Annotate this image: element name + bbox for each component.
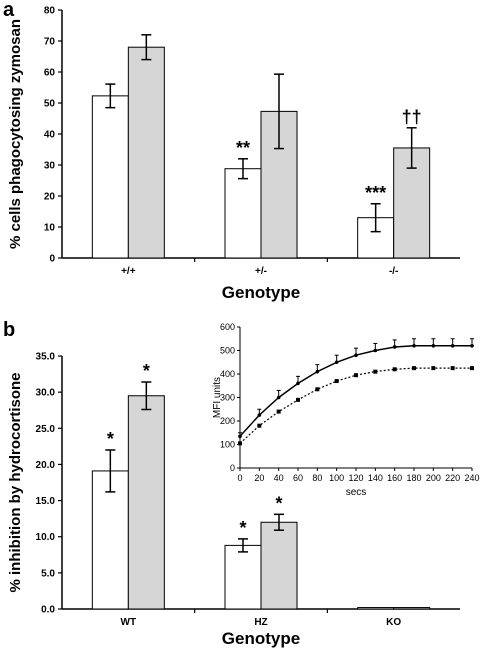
- inset-point: [296, 397, 300, 402]
- inset-x-tick-label: 60: [293, 473, 303, 483]
- chart-a: 0 10 20 30 40 50 60 70 80 +/+ ** +/- *** †† -/- Genotyp…: [7, 6, 460, 302]
- inset-point: [412, 344, 416, 348]
- b-significance-label: *: [275, 493, 282, 513]
- b-y-tick-label: 25.0: [36, 424, 56, 435]
- a-category-label: +/-: [255, 266, 267, 277]
- inset-y-tick-label: 500: [220, 346, 235, 356]
- b-significance-label: *: [143, 361, 150, 381]
- a-y-tick-label: 10: [44, 223, 56, 234]
- b-y-tick-label: 30.0: [36, 388, 56, 399]
- inset-point: [354, 353, 358, 358]
- a-category-label: +/+: [121, 266, 136, 277]
- a-bar: [224, 168, 262, 259]
- b-y-tick-label: 5.0: [41, 568, 55, 579]
- inset-series-line: [239, 345, 472, 437]
- a-significance-label: ††: [402, 107, 422, 127]
- b-category-label: WT: [121, 617, 137, 628]
- panel-letter-a: a: [3, 0, 15, 21]
- a-bar: [127, 46, 165, 259]
- inset-point: [257, 413, 262, 417]
- inset-point: [276, 409, 281, 414]
- inset-point: [334, 360, 339, 365]
- a-bar: [91, 95, 129, 259]
- chart-b: 0.0 5.0 10.0 15.0 20.0 25.0 30.0 35.0 * * WT * * HZ KO…: [7, 352, 460, 648]
- a-y-tick-label: 50: [44, 99, 56, 110]
- inset-point: [412, 366, 416, 371]
- inset-y-tick-label: 400: [220, 369, 235, 379]
- b-x-axis-label: Genotype: [222, 629, 300, 648]
- a-significance-label: **: [236, 138, 250, 158]
- a-y-tick-label: 30: [44, 161, 56, 172]
- inset-y-tick-label: 0: [230, 463, 235, 473]
- inset-y-axis-label: MFI units: [212, 377, 223, 418]
- b-significance-label: *: [107, 429, 114, 449]
- a-y-tick-label: 70: [44, 37, 56, 48]
- inset-point: [238, 434, 242, 439]
- a-y-tick-label: 40: [44, 130, 56, 141]
- inset-point: [392, 345, 397, 349]
- b-y-tick-label: 35.0: [36, 352, 56, 363]
- a-y-tick-label: 80: [44, 6, 56, 17]
- inset-y-tick-label: 600: [220, 322, 235, 332]
- b-bar: [127, 395, 165, 610]
- b-bar: [393, 607, 431, 610]
- inset-point: [431, 366, 436, 371]
- a-x-axis-label: Genotype: [222, 283, 300, 302]
- inset-point: [296, 381, 300, 386]
- b-y-tick-label: 15.0: [36, 496, 56, 507]
- inset-point: [276, 395, 281, 400]
- inset-point: [354, 373, 358, 378]
- inset-y-tick-label: 200: [220, 416, 235, 426]
- inset-point: [470, 344, 474, 348]
- inset-y-tick-label: 100: [220, 440, 235, 450]
- inset-point: [373, 369, 378, 374]
- inset-x-axis-label: secs: [346, 487, 367, 498]
- inset-point: [450, 344, 455, 348]
- inset-x-tick-label: 80: [312, 473, 322, 483]
- b-category-label: KO: [386, 617, 401, 628]
- b-y-tick-label: 20.0: [36, 460, 56, 471]
- inset-x-tick-label: 120: [348, 473, 363, 483]
- b-significance-label: *: [239, 518, 246, 538]
- b-category-label: HZ: [254, 617, 267, 628]
- a-y-tick-label: 60: [44, 68, 56, 79]
- b-bar: [357, 607, 395, 610]
- inset-x-tick-label: 160: [387, 473, 402, 483]
- inset-point: [373, 348, 378, 353]
- a-y-tick-label: 20: [44, 192, 56, 203]
- inset-point: [392, 367, 397, 372]
- inset-x-tick-label: 40: [274, 473, 284, 483]
- inset-point: [431, 344, 436, 348]
- inset-x-tick-label: 0: [237, 473, 242, 483]
- a-significance-label: ***: [365, 183, 386, 203]
- inset-x-tick-label: 20: [254, 473, 264, 483]
- b-bar: [224, 544, 262, 610]
- inset-x-tick-label: 240: [464, 473, 479, 483]
- b-bar: [260, 521, 298, 610]
- b-y-axis-label: % inhibition by hydrocortisone: [7, 372, 24, 592]
- a-y-tick-label: 0: [49, 254, 55, 265]
- inset-point: [257, 423, 262, 428]
- a-y-axis-label: % cells phagocytosing zymosan: [7, 19, 24, 249]
- inset-point: [315, 369, 320, 374]
- inset-point: [470, 366, 474, 371]
- inset-x-tick-label: 220: [445, 473, 460, 483]
- chart-b-inset: 0 100 200 300 400 500 600 0 20 40 60 80 100 120 140 160…: [212, 322, 480, 498]
- inset-point: [238, 441, 242, 446]
- panel-letter-b: b: [3, 319, 15, 341]
- inset-x-tick-label: 200: [426, 473, 441, 483]
- inset-x-tick-label: 180: [406, 473, 421, 483]
- b-y-tick-label: 0.0: [41, 605, 55, 616]
- inset-series-line: [239, 367, 472, 444]
- inset-point: [334, 379, 339, 384]
- inset-point: [315, 387, 320, 392]
- inset-x-tick-label: 140: [368, 473, 383, 483]
- inset-y-tick-label: 300: [220, 393, 235, 403]
- b-y-tick-label: 10.0: [36, 532, 56, 543]
- a-category-label: -/-: [389, 266, 398, 277]
- inset-x-tick-label: 100: [329, 473, 344, 483]
- inset-point: [450, 366, 455, 371]
- b-bar: [91, 470, 129, 610]
